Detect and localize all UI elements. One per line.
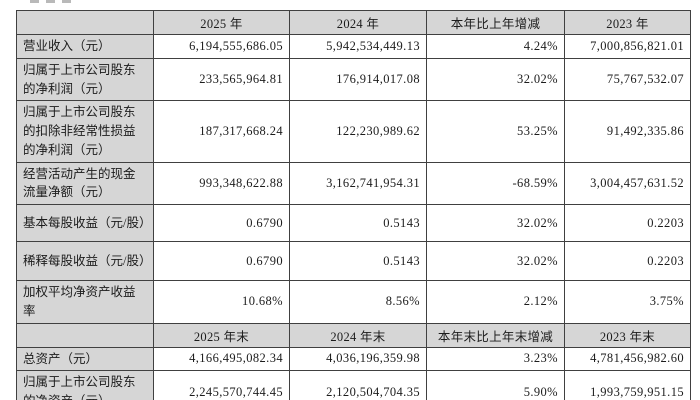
value-cell: 4.24% xyxy=(426,34,565,59)
value-cell: 53.25% xyxy=(426,100,565,163)
value-cell: 4,036,196,359.98 xyxy=(289,346,427,372)
header-row-year-end: 2025 年末 2024 年末 本年末比上年末增减 2023 年末 xyxy=(16,322,691,348)
value-cell: 0.2203 xyxy=(564,241,691,281)
value-cell: 0.6790 xyxy=(153,204,290,242)
header-2023: 2023 年 xyxy=(564,10,691,35)
header-yoy-change: 本年比上年增减 xyxy=(426,10,565,35)
row-label: 加权平均净资产收益率 xyxy=(16,280,154,324)
table-row-operating-cash-flow: 经营活动产生的现金流量净额（元） 993,348,622.88 3,162,74… xyxy=(16,161,691,205)
value-cell: 3,162,741,954.31 xyxy=(289,161,427,205)
header-corner-cell xyxy=(16,10,154,35)
value-cell: 7,000,856,821.01 xyxy=(564,34,691,59)
value-cell: 32.02% xyxy=(426,57,565,102)
value-cell: 6,194,555,686.05 xyxy=(153,34,290,59)
value-cell: 2.12% xyxy=(426,280,565,324)
row-label: 归属于上市公司股东的净资产（元） xyxy=(16,370,154,400)
table-row-deducted-net-profit: 归属于上市公司股东的扣除非经常性损益的净利润（元） 187,317,668.24… xyxy=(16,100,691,163)
header-2024: 2024 年 xyxy=(289,10,427,35)
clipped-text-remnant xyxy=(30,0,78,4)
value-cell: 4,781,456,982.60 xyxy=(564,346,691,372)
clipped-glyph-mark xyxy=(30,0,39,3)
table-row-basic-eps: 基本每股收益（元/股） 0.6790 0.5143 32.02% 0.2203 xyxy=(16,204,691,242)
value-cell: 0.6790 xyxy=(153,241,290,281)
header-year-end-change: 本年末比上年末增减 xyxy=(426,322,565,348)
value-cell: -68.59% xyxy=(426,161,565,205)
value-cell: 122,230,989.62 xyxy=(289,100,427,163)
clipped-glyph-mark xyxy=(46,0,55,3)
header-2023-end: 2023 年末 xyxy=(564,322,691,348)
value-cell: 2,120,504,704.35 xyxy=(289,370,427,400)
table-row-revenue: 营业收入（元） 6,194,555,686.05 5,942,534,449.1… xyxy=(16,34,691,59)
value-cell: 8.56% xyxy=(289,280,427,324)
value-cell: 233,565,964.81 xyxy=(153,57,290,102)
value-cell: 0.5143 xyxy=(289,204,427,242)
table-row-net-assets: 归属于上市公司股东的净资产（元） 2,245,570,744.45 2,120,… xyxy=(16,370,691,400)
row-label: 稀释每股收益（元/股） xyxy=(16,241,154,281)
value-cell: 3.75% xyxy=(564,280,691,324)
header-2024-end: 2024 年末 xyxy=(289,322,427,348)
table-row-total-assets: 总资产（元） 4,166,495,082.34 4,036,196,359.98… xyxy=(16,346,691,372)
header-2025: 2025 年 xyxy=(153,10,290,35)
row-label: 营业收入（元） xyxy=(16,34,154,59)
row-label: 归属于上市公司股东的净利润（元） xyxy=(16,57,154,102)
row-label: 归属于上市公司股东的扣除非经常性损益的净利润（元） xyxy=(16,100,154,163)
value-cell: 5.90% xyxy=(426,370,565,400)
row-label: 总资产（元） xyxy=(16,346,154,372)
value-cell: 2,245,570,744.45 xyxy=(153,370,290,400)
key-financial-data-table: 2025 年 2024 年 本年比上年增减 2023 年 营业收入（元） 6,1… xyxy=(16,10,691,400)
header-2025-end: 2025 年末 xyxy=(153,322,290,348)
table-row-diluted-eps: 稀释每股收益（元/股） 0.6790 0.5143 32.02% 0.2203 xyxy=(16,241,691,281)
value-cell: 3.23% xyxy=(426,346,565,372)
value-cell: 5,942,534,449.13 xyxy=(289,34,427,59)
value-cell: 32.02% xyxy=(426,241,565,281)
header-corner-cell xyxy=(16,322,154,348)
value-cell: 993,348,622.88 xyxy=(153,161,290,205)
value-cell: 10.68% xyxy=(153,280,290,324)
value-cell: 1,993,759,951.15 xyxy=(564,370,691,400)
row-label: 基本每股收益（元/股） xyxy=(16,204,154,242)
value-cell: 4,166,495,082.34 xyxy=(153,346,290,372)
value-cell: 187,317,668.24 xyxy=(153,100,290,163)
value-cell: 0.2203 xyxy=(564,204,691,242)
table-row-net-profit: 归属于上市公司股东的净利润（元） 233,565,964.81 176,914,… xyxy=(16,57,691,102)
table-row-weighted-avg-roe: 加权平均净资产收益率 10.68% 8.56% 2.12% 3.75% xyxy=(16,280,691,324)
value-cell: 91,492,335.86 xyxy=(564,100,691,163)
value-cell: 3,004,457,631.52 xyxy=(564,161,691,205)
row-label: 经营活动产生的现金流量净额（元） xyxy=(16,161,154,205)
value-cell: 32.02% xyxy=(426,204,565,242)
header-row-annual: 2025 年 2024 年 本年比上年增减 2023 年 xyxy=(16,10,691,35)
value-cell: 0.5143 xyxy=(289,241,427,281)
value-cell: 75,767,532.07 xyxy=(564,57,691,102)
clipped-glyph-mark xyxy=(62,0,71,3)
value-cell: 176,914,017.08 xyxy=(289,57,427,102)
